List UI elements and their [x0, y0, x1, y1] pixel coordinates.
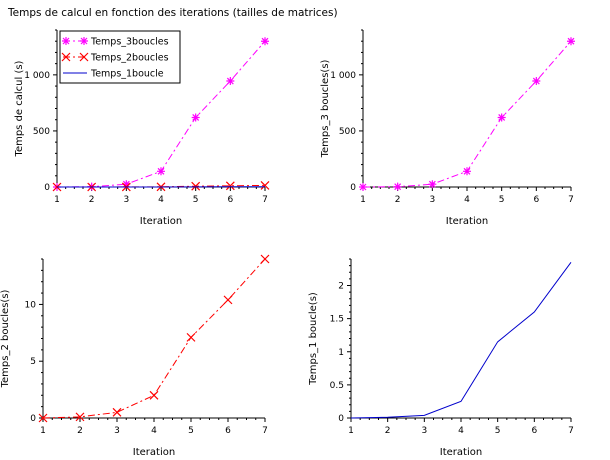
x-tick-label: 4: [158, 195, 164, 205]
x-tick-label: 7: [568, 426, 574, 436]
data-point: [157, 167, 165, 176]
data-point: [567, 37, 575, 46]
figure-title: Temps de calcul en fonction des iteratio…: [7, 7, 338, 19]
x-tick-label: 1: [40, 426, 46, 436]
data-point: [38, 413, 48, 423]
x-tick-label: 5: [495, 426, 501, 436]
series-line: [362, 40, 572, 188]
x-tick-label: 6: [227, 195, 233, 205]
series-line: [350, 262, 572, 419]
chart-2: 1 2 3 4 5 6 7 0 500 1 000 Iteration Temps_3 boucles…: [320, 29, 575, 227]
data-point: [191, 181, 201, 191]
data-point: [225, 181, 235, 191]
x-tick-label: 4: [464, 195, 470, 205]
data-point: [122, 180, 131, 189]
data-point: [223, 295, 233, 305]
chart-1: 1 2 3 4 5 6 7 0 500 1 000 Iteration Temps de calcul…: [14, 29, 270, 227]
data-point: [75, 412, 85, 422]
y-tick-label: 0: [30, 414, 36, 424]
x-tick-label: 2: [89, 195, 95, 205]
y-tick-label: 10: [25, 300, 37, 310]
data-point: [463, 167, 471, 176]
data-point: [428, 180, 437, 189]
x-tick-label: 1: [54, 195, 60, 205]
x-tick-label: 7: [262, 195, 268, 205]
x-tick-label: 4: [458, 426, 464, 436]
x-tick-label: 3: [429, 195, 435, 205]
legend-label: Temps_2boucles: [90, 53, 169, 64]
legend-marker: [62, 37, 70, 45]
x-tick-label: 6: [225, 426, 231, 436]
y-tick-label: 1 000: [24, 71, 50, 81]
y-tick-label: 1.5: [330, 315, 344, 325]
series-line: [42, 258, 266, 419]
data-point: [261, 37, 269, 46]
y-tick-label: 1: [338, 348, 344, 358]
legend-label: Temps_3boucles: [90, 37, 169, 48]
legend-marker: [80, 37, 88, 45]
x-tick-label: 1: [360, 195, 366, 205]
x-axis-label: Iteration: [140, 216, 182, 227]
legend: Temps_3boucles Temps_2boucles Temps_1boucl…: [59, 30, 181, 84]
data-point: [260, 181, 270, 190]
y-tick-label: 1 000: [330, 71, 356, 81]
x-tick-label: 5: [499, 195, 505, 205]
data-point: [393, 182, 402, 191]
y-tick-label: 0: [350, 183, 356, 193]
x-tick-label: 7: [568, 195, 574, 205]
data-point: [226, 77, 235, 86]
x-axis-label: Iteration: [133, 447, 175, 458]
series-temps-1boucle: [350, 262, 572, 419]
data-point: [149, 390, 159, 400]
legend-marker: [79, 52, 89, 62]
x-axis-label: Iteration: [446, 216, 488, 227]
y-tick-label: 0.5: [330, 381, 344, 391]
x-axis-label: Iteration: [440, 447, 482, 458]
y-axis-label: Temps_2 boucles(s): [0, 289, 11, 388]
data-point: [191, 113, 200, 122]
y-axis-label: Temps_3 boucles(s): [320, 59, 331, 158]
x-tick-label: 1: [348, 426, 354, 436]
legend-label: Temps_1boucle: [90, 69, 164, 80]
y-axis-label: Temps_1 boucle(s): [308, 292, 319, 386]
chart-3: 1 2 3 4 5 6 7 0 5 10 Iteration Temps_2 boucles(s): [0, 254, 270, 458]
series-temps-3boucles: [359, 37, 575, 191]
legend-marker: [61, 52, 71, 62]
data-point: [112, 407, 122, 417]
x-tick-label: 3: [123, 195, 129, 205]
y-tick-label: 500: [33, 127, 50, 137]
x-tick-label: 5: [193, 195, 199, 205]
x-tick-label: 5: [188, 426, 194, 436]
data-point: [359, 183, 367, 191]
series-temps-2boucles: [38, 254, 270, 423]
chart-4: 1 2 3 4 5 6 7 0 0.5 1 1.5 2 Iteration Temps_1 boucle(…: [308, 258, 574, 458]
data-point: [186, 332, 196, 342]
x-tick-label: 2: [385, 426, 391, 436]
y-tick-label: 0: [44, 183, 50, 193]
x-tick-label: 3: [114, 426, 120, 436]
x-tick-label: 3: [421, 426, 427, 436]
y-tick-label: 5: [30, 357, 36, 367]
x-tick-label: 2: [395, 195, 401, 205]
x-tick-label: 4: [151, 426, 157, 436]
x-tick-label: 2: [77, 426, 83, 436]
x-tick-label: 6: [533, 195, 539, 205]
y-axis-label: Temps de calcul (s): [14, 60, 25, 157]
data-point: [260, 254, 270, 264]
y-tick-label: 500: [339, 127, 356, 137]
data-point: [497, 113, 506, 122]
data-point: [532, 77, 541, 86]
x-tick-label: 6: [531, 426, 537, 436]
y-tick-label: 0: [338, 414, 344, 424]
x-tick-label: 7: [262, 426, 268, 436]
y-tick-label: 2: [338, 282, 344, 292]
